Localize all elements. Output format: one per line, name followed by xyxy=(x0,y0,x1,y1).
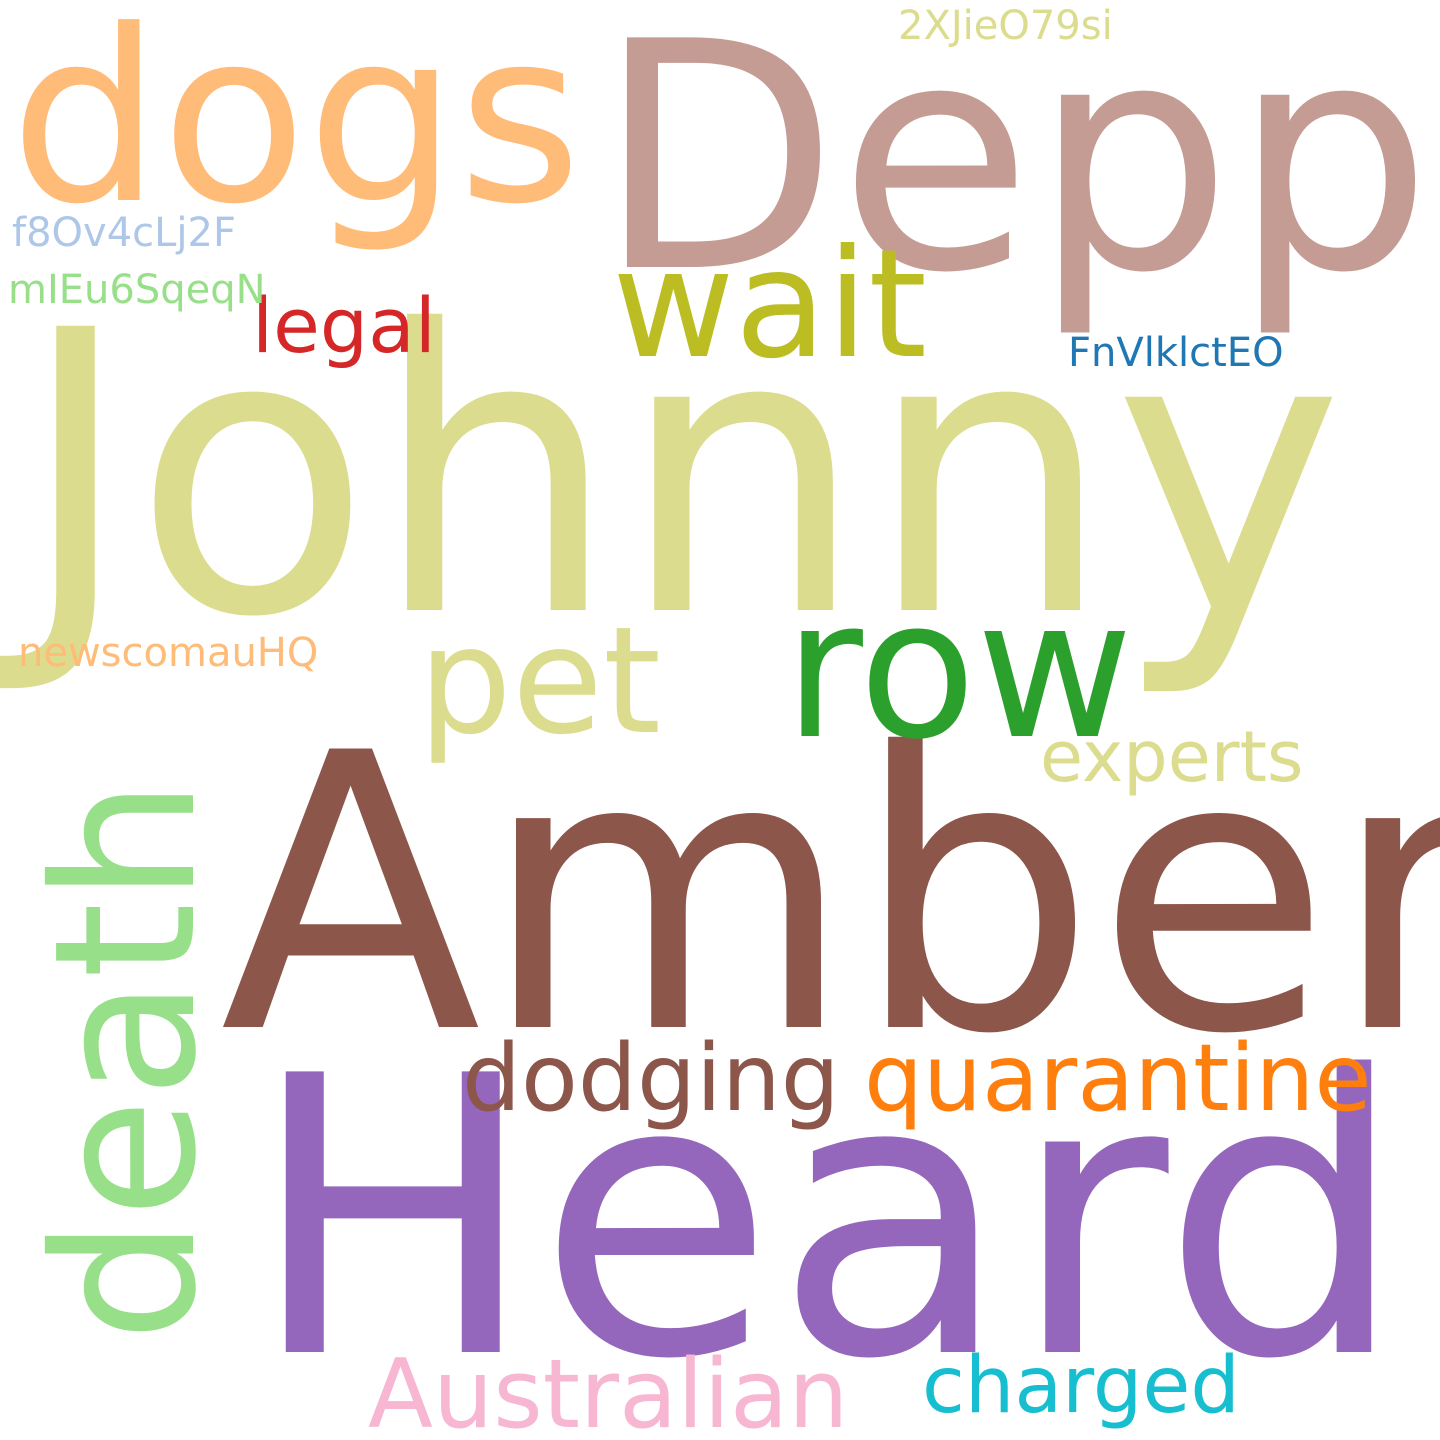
word-heard: Heard xyxy=(248,995,1407,1440)
word-mieu6sqeqn: mIEu6SqeqN xyxy=(8,267,266,313)
word-row: row xyxy=(784,559,1134,782)
word-australian: Australian xyxy=(368,1340,849,1440)
word-charged: charged xyxy=(922,1341,1240,1431)
word-amber: Amber xyxy=(220,673,1440,1118)
word-death: death xyxy=(12,778,239,1342)
word-wait: wait xyxy=(612,218,928,392)
word-fnvlklcteo: FnVlklctEO xyxy=(1068,330,1284,376)
word-pet: pet xyxy=(418,595,662,767)
word-dodging: dodging xyxy=(462,1024,840,1132)
word-newscomauhq: newscomauHQ xyxy=(18,630,319,676)
word-2xjieo79si: 2XJieO79si xyxy=(898,3,1113,49)
word-johnny: Johnny xyxy=(18,248,1344,702)
word-legal: legal xyxy=(252,281,436,370)
word-dogs: dogs xyxy=(10,0,582,257)
word-quarantine: quarantine xyxy=(864,1024,1372,1132)
word-experts: experts xyxy=(1040,716,1304,798)
word-depp: Depp xyxy=(596,0,1433,342)
word-f8ov4clj2f: f8Ov4cLj2F xyxy=(12,210,236,256)
